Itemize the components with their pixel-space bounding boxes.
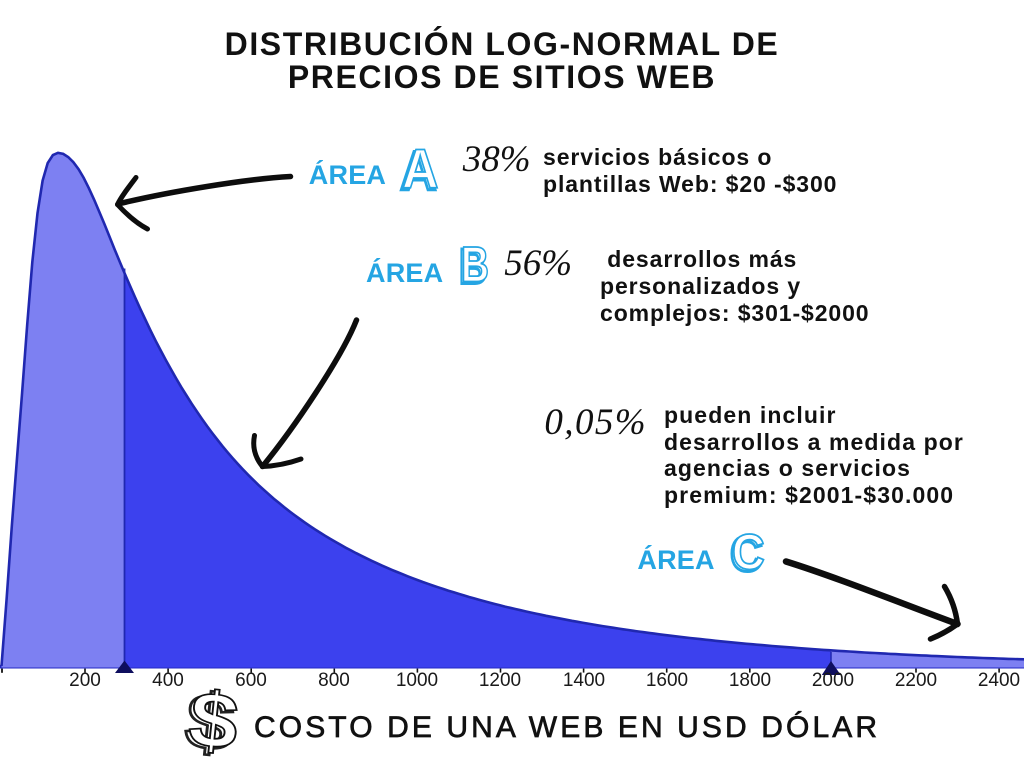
svg-text:C: C xyxy=(732,524,765,580)
svg-text:C: C xyxy=(730,526,763,582)
svg-text:B: B xyxy=(459,239,487,295)
svg-text:B: B xyxy=(461,237,489,293)
svg-text:$: $ xyxy=(181,676,238,768)
svg-text:A: A xyxy=(400,139,437,202)
svg-text:$: $ xyxy=(185,674,242,766)
svg-text:A: A xyxy=(402,137,439,200)
